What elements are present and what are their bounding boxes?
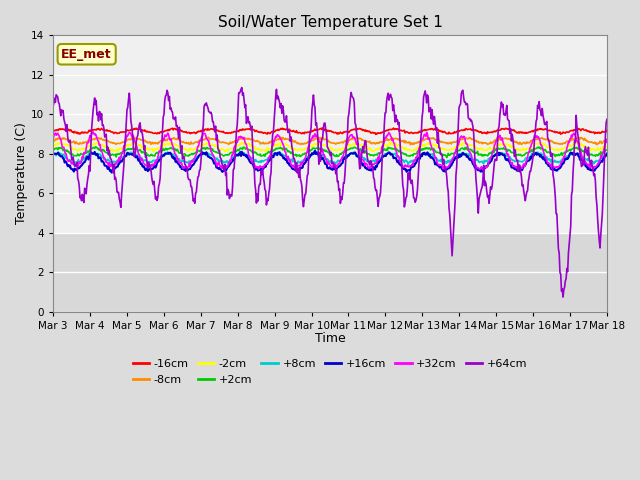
- +32cm: [173, 157, 181, 163]
- Line: -8cm: -8cm: [53, 137, 607, 145]
- -16cm: [415, 129, 423, 134]
- Line: +2cm: +2cm: [53, 147, 607, 157]
- +8cm: [164, 149, 172, 155]
- +64cm: [238, 84, 246, 90]
- -8cm: [398, 139, 406, 144]
- -2cm: [202, 140, 210, 145]
- -16cm: [202, 126, 209, 132]
- -2cm: [116, 145, 124, 151]
- -16cm: [60, 126, 67, 132]
- +2cm: [202, 145, 210, 151]
- +32cm: [414, 149, 422, 155]
- +8cm: [49, 150, 57, 156]
- +32cm: [398, 162, 406, 168]
- -8cm: [172, 136, 180, 142]
- Line: +32cm: +32cm: [53, 132, 607, 169]
- +64cm: [172, 123, 180, 129]
- +8cm: [116, 157, 124, 163]
- -8cm: [415, 139, 423, 144]
- -2cm: [60, 142, 67, 147]
- +64cm: [559, 294, 567, 300]
- Line: +8cm: +8cm: [53, 152, 607, 165]
- +64cm: [116, 199, 124, 205]
- +2cm: [414, 148, 422, 154]
- +8cm: [60, 152, 67, 157]
- Title: Soil/Water Temperature Set 1: Soil/Water Temperature Set 1: [218, 15, 442, 30]
- +16cm: [311, 148, 319, 154]
- +2cm: [603, 147, 611, 153]
- -8cm: [60, 136, 67, 142]
- +16cm: [202, 149, 210, 155]
- +32cm: [89, 129, 97, 135]
- +64cm: [398, 168, 406, 174]
- Line: -2cm: -2cm: [53, 142, 607, 152]
- -8cm: [49, 139, 57, 144]
- -16cm: [603, 128, 611, 133]
- +2cm: [117, 150, 125, 156]
- -16cm: [399, 128, 406, 134]
- +32cm: [49, 137, 57, 143]
- +8cm: [202, 151, 210, 157]
- +2cm: [49, 146, 57, 152]
- +2cm: [443, 155, 451, 160]
- -2cm: [399, 145, 406, 151]
- +32cm: [479, 167, 487, 172]
- +8cm: [603, 151, 611, 157]
- +8cm: [404, 162, 412, 168]
- Bar: [53, 233, 607, 312]
- +8cm: [398, 157, 406, 163]
- X-axis label: Time: Time: [315, 332, 346, 345]
- +16cm: [173, 158, 181, 164]
- -8cm: [202, 136, 209, 142]
- +64cm: [49, 104, 57, 109]
- +8cm: [415, 154, 423, 160]
- Y-axis label: Temperature (C): Temperature (C): [15, 122, 28, 225]
- +64cm: [60, 108, 67, 113]
- +2cm: [398, 150, 406, 156]
- -8cm: [603, 138, 611, 144]
- -16cm: [116, 129, 124, 135]
- +32cm: [603, 136, 611, 142]
- -16cm: [319, 125, 326, 131]
- +2cm: [173, 146, 181, 152]
- -8cm: [406, 142, 414, 148]
- -2cm: [172, 142, 180, 148]
- -2cm: [415, 144, 423, 150]
- -16cm: [372, 132, 380, 137]
- Line: +16cm: +16cm: [53, 151, 607, 173]
- +16cm: [108, 170, 115, 176]
- Line: -16cm: -16cm: [53, 128, 607, 134]
- +2cm: [60, 148, 67, 154]
- Legend: -16cm, -8cm, -2cm, +2cm, +8cm, +16cm, +32cm, +64cm: -16cm, -8cm, -2cm, +2cm, +8cm, +16cm, +3…: [128, 355, 532, 389]
- +16cm: [603, 151, 611, 156]
- -8cm: [204, 134, 212, 140]
- +16cm: [60, 156, 67, 161]
- +2cm: [92, 144, 99, 150]
- -2cm: [184, 149, 192, 155]
- -8cm: [116, 141, 124, 146]
- Line: +64cm: +64cm: [53, 87, 607, 297]
- +32cm: [202, 135, 210, 141]
- -2cm: [603, 144, 611, 149]
- -16cm: [49, 127, 57, 133]
- +64cm: [202, 102, 209, 108]
- +8cm: [173, 154, 181, 159]
- +16cm: [415, 155, 423, 160]
- -16cm: [172, 127, 180, 133]
- -2cm: [387, 139, 395, 145]
- +16cm: [399, 166, 406, 171]
- +32cm: [117, 154, 125, 160]
- +16cm: [49, 151, 57, 157]
- +16cm: [117, 158, 125, 164]
- +64cm: [414, 173, 422, 179]
- -2cm: [49, 144, 57, 150]
- +32cm: [60, 144, 67, 150]
- Text: EE_met: EE_met: [61, 48, 112, 61]
- +64cm: [603, 117, 611, 122]
